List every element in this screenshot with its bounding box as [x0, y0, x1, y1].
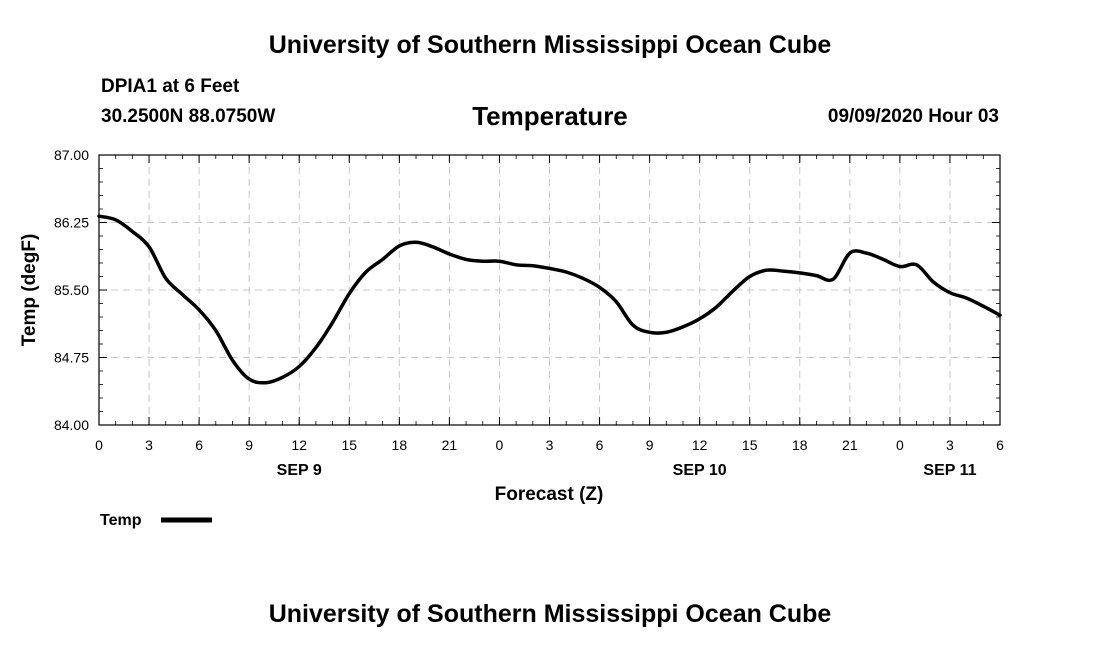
- x-tick-label: 15: [341, 437, 357, 453]
- station-label: DPIA1 at 6 Feet: [101, 76, 240, 97]
- legend-label: Temp: [100, 512, 142, 529]
- x-tick-label: 6: [596, 437, 604, 453]
- x-tick-label: 0: [95, 437, 103, 453]
- day-label: SEP 11: [923, 462, 976, 479]
- tick-marks: [98, 154, 1001, 426]
- x-tick-labels: 0 3 6 9 12 15 18 21 0 3 6 9 12 15 18 21 0 3 6: [95, 437, 1004, 453]
- x-tick-label: 9: [245, 437, 253, 453]
- day-label: SEP 9: [277, 462, 322, 479]
- x-tick-label: 12: [291, 437, 307, 453]
- plot-frame: [98, 154, 1001, 426]
- datetime-label: 09/09/2020 Hour 03: [827, 106, 999, 127]
- y-tick-label: 85.50: [54, 282, 89, 298]
- chart-title: Temperature: [472, 101, 628, 131]
- x-tick-label: 21: [442, 437, 458, 453]
- temp-series-line: [97, 214, 1002, 385]
- day-label: SEP 10: [673, 462, 727, 479]
- x-tick-label: 0: [496, 437, 504, 453]
- x-tick-label: 9: [646, 437, 654, 453]
- x-tick-label: 3: [145, 437, 153, 453]
- x-tick-label: 21: [842, 437, 858, 453]
- x-tick-label: 3: [946, 437, 954, 453]
- y-tick-label: 84.00: [54, 417, 89, 433]
- footer-title: University of Southern Mississippi Ocean…: [268, 600, 832, 628]
- y-tick-labels: 84.00 84.75 85.50 86.25 87.00: [54, 147, 89, 433]
- main-title: University of Southern Mississippi Ocean…: [268, 31, 832, 59]
- x-tick-label: 3: [546, 437, 554, 453]
- x-tick-label: 0: [896, 437, 904, 453]
- x-tick-label: 15: [742, 437, 758, 453]
- station-coords: 30.2500N 88.0750W: [101, 106, 276, 127]
- x-tick-label: 6: [996, 437, 1004, 453]
- y-axis-label: Temp (degF): [19, 234, 40, 347]
- x-axis-label: Forecast (Z): [495, 484, 604, 505]
- x-tick-label: 18: [392, 437, 408, 453]
- day-labels: SEP 9 SEP 10 SEP 11: [277, 462, 977, 479]
- y-tick-label: 86.25: [54, 215, 89, 231]
- y-tick-label: 87.00: [54, 147, 89, 163]
- x-tick-label: 6: [195, 437, 203, 453]
- x-tick-label: 12: [692, 437, 708, 453]
- grid-lines: [99, 155, 1000, 425]
- y-tick-label: 84.75: [54, 350, 89, 366]
- x-tick-label: 18: [792, 437, 808, 453]
